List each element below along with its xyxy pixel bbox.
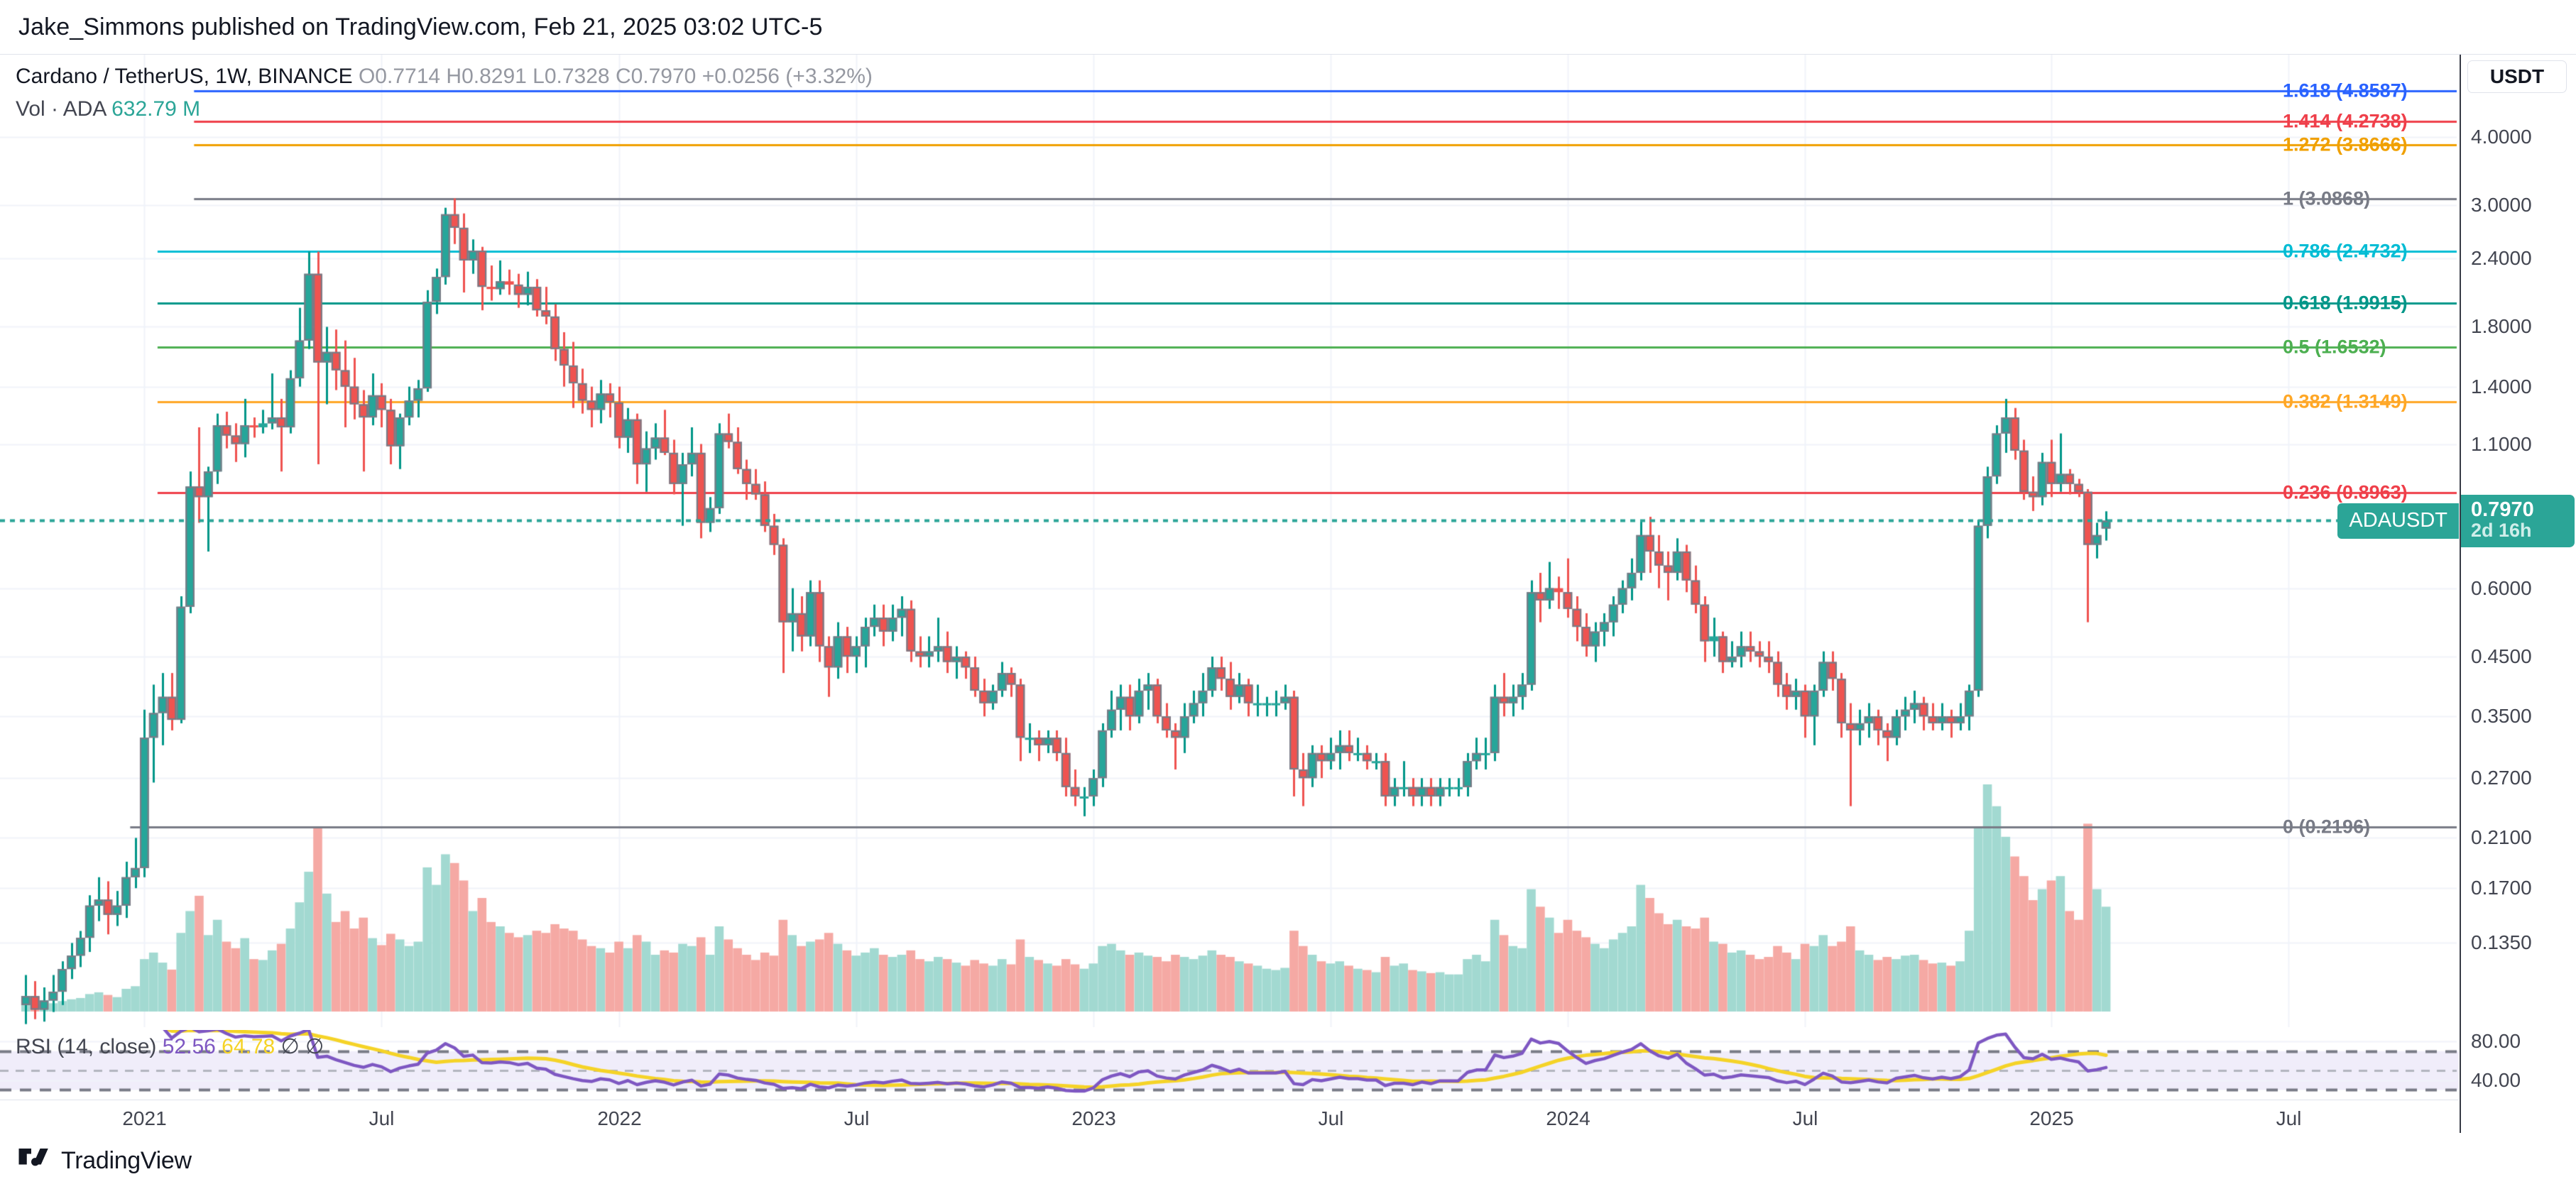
price-axis-tick: 0.1350 xyxy=(2471,931,2532,954)
footer: TradingView xyxy=(0,1133,2576,1189)
tradingview-brand-name: TradingView xyxy=(61,1147,192,1174)
fib-level-label: 0.786 (2.4732) xyxy=(2283,240,2408,262)
rsi-axis-tick: 40.00 xyxy=(2471,1068,2521,1091)
rsi-legend[interactable]: RSI (14, close) 52.56 64.78 ∅ ∅ xyxy=(16,1034,324,1059)
fib-level-label: 0.618 (1.9915) xyxy=(2283,292,2408,314)
fib-level-label: 0 (0.2196) xyxy=(2283,816,2371,838)
publish-credit-text: Jake_Simmons published on TradingView.co… xyxy=(18,13,823,40)
symbol-legend[interactable]: Cardano / TetherUS, 1W, BINANCE O0.7714 … xyxy=(16,65,873,89)
time-tick: Jul xyxy=(1792,1107,1818,1129)
symbol-legend-ohlc: O0.7714 H0.8291 L0.7328 C0.7970 +0.0256 … xyxy=(352,65,873,88)
price-axis-tick: 0.2700 xyxy=(2471,767,2532,789)
fib-level-label: 0.5 (1.6532) xyxy=(2283,336,2386,358)
price-axis[interactable]: USDT 4.0000 3.0000 2.4000 1.8000 1.4000 1.100… xyxy=(2460,55,2576,1134)
price-axis-tick: 0.3500 xyxy=(2471,705,2532,728)
fib-level-label: 0.382 (1.3149) xyxy=(2283,390,2408,412)
time-tick: 2024 xyxy=(1546,1107,1590,1129)
currency-chip[interactable]: USDT xyxy=(2467,60,2567,93)
rsi-ma-value: 64.78 xyxy=(222,1035,275,1058)
bar-countdown: 2d 16h xyxy=(2471,519,2532,541)
fib-level-label: 1.618 (4.8587) xyxy=(2283,80,2408,102)
symbol-price-tag[interactable]: ADAUSDT xyxy=(2337,503,2459,539)
rsi-legend-label: RSI (14, close) xyxy=(16,1035,157,1058)
time-tick: Jul xyxy=(1318,1107,1344,1129)
rsi-canvas[interactable] xyxy=(0,1030,2459,1100)
volume-legend-value: 632.79 M xyxy=(111,97,201,121)
rsi-empty-slot-2: ∅ xyxy=(305,1035,324,1058)
candlestick-canvas[interactable] xyxy=(0,55,2459,1027)
fib-level-label: 1.414 (4.2738) xyxy=(2283,110,2408,132)
volume-legend-label: Vol · ADA xyxy=(16,97,106,121)
rsi-legend-value: 52.56 xyxy=(162,1035,216,1058)
fib-level-label: 1 (3.0868) xyxy=(2283,187,2371,209)
price-axis-tick: 0.2100 xyxy=(2471,826,2532,849)
price-pane[interactable]: 1.618 (4.8587) 1.414 (4.2738) 1.272 (3.866… xyxy=(0,55,2459,1027)
price-axis-tick: 0.6000 xyxy=(2471,576,2532,599)
fib-level-label: 1.272 (3.8666) xyxy=(2283,133,2408,155)
price-axis-tick: 0.1700 xyxy=(2471,877,2532,899)
time-tick: 2022 xyxy=(597,1107,642,1129)
time-tick: Jul xyxy=(2276,1107,2302,1129)
current-price-value: 0.7970 xyxy=(2471,498,2534,521)
chart-frame: 1.618 (4.8587) 1.414 (4.2738) 1.272 (3.866… xyxy=(0,54,2576,1134)
price-axis-tick: 2.4000 xyxy=(2471,247,2532,270)
symbol-legend-title[interactable]: Cardano / TetherUS, 1W, BINANCE xyxy=(16,65,353,88)
time-tick: 2021 xyxy=(122,1107,167,1129)
volume-legend[interactable]: Vol · ADA 632.79 M xyxy=(16,97,200,121)
time-tick: 2025 xyxy=(2029,1107,2074,1129)
price-axis-tick: 1.1000 xyxy=(2471,432,2532,455)
price-axis-tick: 0.4500 xyxy=(2471,645,2532,667)
price-axis-tick: 3.0000 xyxy=(2471,194,2532,217)
price-axis-tick: 1.8000 xyxy=(2471,315,2532,338)
rsi-axis-tick: 80.00 xyxy=(2471,1030,2521,1053)
time-tick: 2023 xyxy=(1071,1107,1116,1129)
time-tick: Jul xyxy=(844,1107,870,1129)
time-tick: Jul xyxy=(369,1107,395,1129)
current-price-badge[interactable]: 0.7970 2d 16h xyxy=(2461,494,2575,547)
publish-header: Jake_Simmons published on TradingView.co… xyxy=(0,0,2576,54)
rsi-empty-slot-1: ∅ xyxy=(280,1035,300,1058)
tradingview-logo-icon xyxy=(18,1149,51,1173)
fib-level-label: 0.236 (0.8963) xyxy=(2283,481,2408,503)
price-axis-tick: 1.4000 xyxy=(2471,375,2532,398)
time-axis[interactable]: 2021 Jul 2022 Jul 2023 Jul 2024 Jul 2025 Jul xyxy=(0,1100,2459,1134)
rsi-pane[interactable]: RSI (14, close) 52.56 64.78 ∅ ∅ xyxy=(0,1030,2459,1100)
price-axis-tick: 4.0000 xyxy=(2471,125,2532,148)
